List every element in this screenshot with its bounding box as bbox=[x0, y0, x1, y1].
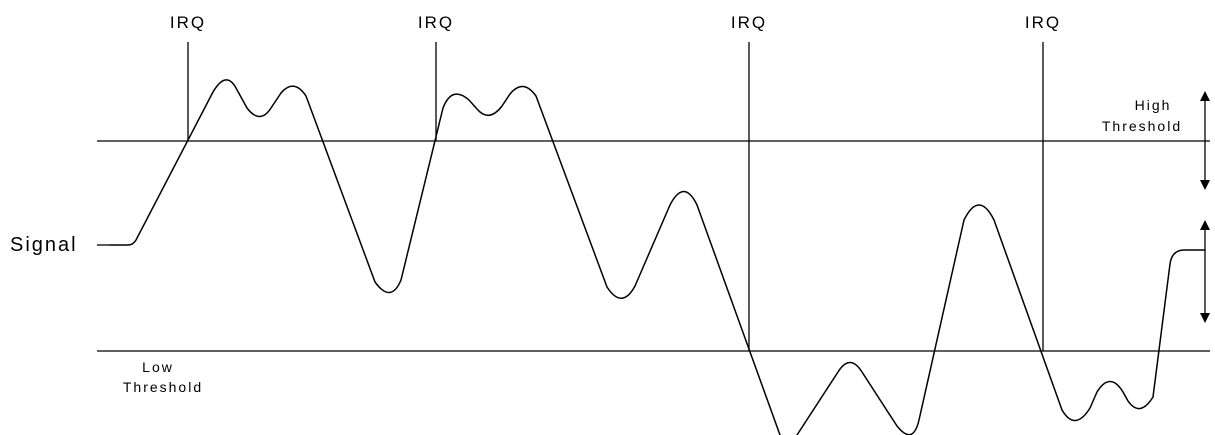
low-threshold-label-line1: Low bbox=[142, 359, 174, 375]
irq-label-3: IRQ bbox=[731, 13, 767, 32]
high-threshold-label-line1: High bbox=[1135, 97, 1172, 113]
signal-label: Signal bbox=[10, 234, 78, 256]
low-threshold-label-line2: Threshold bbox=[123, 379, 203, 395]
high-threshold-label-line2: Threshold bbox=[1102, 118, 1182, 134]
signal-waveform-lower bbox=[796, 204, 1206, 435]
irq-label-2: IRQ bbox=[418, 13, 454, 32]
signal-waveform bbox=[109, 79, 781, 435]
irq-label-1: IRQ bbox=[170, 13, 206, 32]
irq-label-4: IRQ bbox=[1025, 13, 1061, 32]
